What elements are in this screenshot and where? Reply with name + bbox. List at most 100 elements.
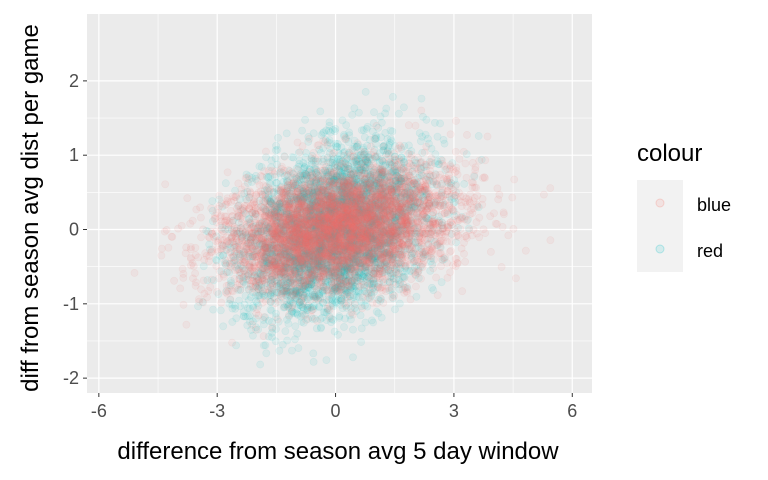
data-point [316,107,325,116]
data-point [342,121,351,129]
data-point [423,134,432,143]
data-point [336,217,345,226]
data-point [347,228,356,237]
data-point [285,236,294,244]
data-point [436,119,444,128]
data-point [241,292,250,300]
data-point [279,225,288,234]
data-point [283,336,292,345]
data-point [375,168,383,177]
data-point [334,255,343,264]
data-point [311,249,320,258]
data-point [291,230,300,239]
data-point [284,319,293,328]
data-point [380,247,389,256]
data-point [317,189,326,198]
data-point [275,218,284,226]
data-point [324,251,333,260]
data-point [275,207,284,216]
data-point [348,111,357,119]
data-point [263,244,272,252]
data-point [345,182,354,190]
data-point [375,216,384,225]
series-red [194,88,486,369]
data-point [305,254,314,263]
data-point [312,284,320,293]
data-point [326,250,335,259]
data-point [380,214,389,223]
data-point [428,283,436,292]
data-point [347,251,356,259]
data-point [371,215,380,224]
data-point [291,335,299,344]
data-point [315,302,323,311]
data-point [355,205,363,214]
data-point [307,266,316,275]
data-point [263,292,272,300]
data-point [380,260,389,269]
data-point [251,271,259,279]
data-point [416,165,425,174]
data-point [414,242,423,251]
data-point [280,249,289,258]
data-point [287,346,296,355]
data-point [395,238,404,247]
data-point [209,305,217,314]
data-point [357,265,366,273]
data-point [254,275,263,284]
data-point [278,340,287,349]
data-point [410,224,419,232]
data-point [309,230,318,239]
data-point [221,179,230,188]
data-point [319,128,328,137]
data-points [130,88,555,369]
data-point [293,309,302,318]
data-point [326,255,335,264]
data-point [334,270,342,278]
data-point [352,223,361,232]
data-point [276,219,285,228]
data-point [417,94,426,103]
data-point [343,193,352,202]
data-point [331,124,340,133]
data-point [340,323,348,331]
data-point [392,194,401,202]
data-point [410,249,419,258]
data-point [374,254,383,263]
data-point [378,156,387,165]
data-point [433,132,442,141]
data-point [364,256,373,265]
data-point [351,214,360,223]
data-point [329,217,338,226]
data-point [416,137,425,146]
data-point [232,226,241,235]
data-point [357,338,365,346]
data-point [297,198,306,207]
data-point [369,269,378,278]
data-point [340,185,349,194]
data-point [297,202,306,211]
data-point [350,276,359,285]
data-point [225,240,234,249]
data-point [294,344,303,352]
data-point [294,276,303,285]
data-point [390,166,399,175]
data-point [208,197,217,205]
data-point [366,204,375,213]
data-point [333,242,341,251]
data-point [391,216,400,225]
data-point [313,219,321,227]
data-point [400,165,408,174]
data-point [376,233,385,242]
data-point [326,128,335,137]
data-point [315,200,324,208]
data-point [328,208,337,217]
data-point [363,157,371,166]
data-point [311,173,320,181]
data-point [390,158,399,167]
data-point [304,269,313,278]
data-point [309,357,318,366]
data-point [424,139,433,148]
data-point [352,217,361,226]
data-point [380,174,389,183]
